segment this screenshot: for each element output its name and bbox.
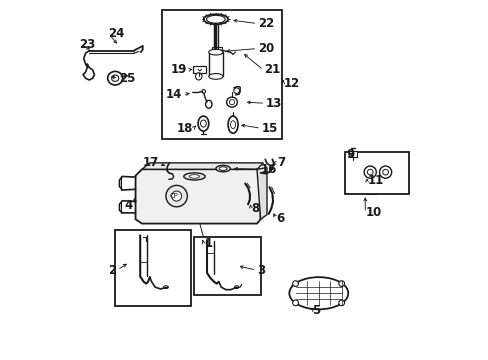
Text: 9: 9: [346, 148, 354, 162]
Ellipse shape: [189, 175, 199, 178]
Ellipse shape: [292, 281, 298, 287]
Text: 21: 21: [264, 63, 280, 76]
Text: 5: 5: [312, 304, 320, 317]
Text: 19: 19: [171, 63, 187, 76]
Ellipse shape: [203, 14, 227, 24]
Ellipse shape: [227, 116, 238, 133]
Text: 24: 24: [108, 27, 124, 40]
Ellipse shape: [208, 73, 223, 79]
Ellipse shape: [338, 300, 344, 306]
Polygon shape: [142, 163, 263, 169]
Ellipse shape: [382, 169, 387, 175]
Ellipse shape: [366, 169, 372, 175]
Bar: [193, 237, 260, 295]
Ellipse shape: [234, 286, 238, 289]
Ellipse shape: [338, 281, 344, 287]
Text: 22: 22: [258, 17, 274, 30]
Text: 18: 18: [176, 122, 192, 135]
Ellipse shape: [195, 73, 202, 80]
Ellipse shape: [230, 121, 235, 129]
Bar: [348, 152, 356, 157]
Ellipse shape: [216, 165, 230, 172]
Text: 7: 7: [277, 156, 285, 169]
Bar: [192, 66, 205, 73]
Text: 11: 11: [367, 174, 383, 187]
Text: 2: 2: [108, 264, 116, 276]
Ellipse shape: [202, 90, 205, 93]
Ellipse shape: [205, 100, 212, 108]
Text: 14: 14: [165, 89, 182, 102]
Ellipse shape: [183, 173, 205, 180]
Ellipse shape: [229, 100, 234, 105]
Ellipse shape: [171, 191, 181, 201]
Ellipse shape: [200, 120, 206, 127]
Ellipse shape: [107, 71, 122, 85]
Text: 23: 23: [80, 38, 96, 51]
Ellipse shape: [219, 167, 226, 170]
Bar: [162, 10, 282, 139]
Text: 3: 3: [257, 264, 264, 276]
Text: 4: 4: [124, 198, 133, 212]
Text: CP: CP: [169, 193, 178, 199]
Bar: [344, 152, 408, 194]
Ellipse shape: [206, 15, 225, 23]
Bar: [208, 52, 223, 76]
Ellipse shape: [198, 116, 208, 131]
Bar: [115, 230, 190, 306]
Ellipse shape: [165, 185, 187, 207]
Text: 15: 15: [261, 122, 278, 135]
Bar: [211, 47, 221, 52]
Ellipse shape: [208, 49, 223, 55]
Text: 16: 16: [260, 163, 276, 176]
Text: 10: 10: [365, 206, 382, 219]
Text: 13: 13: [265, 97, 282, 110]
Ellipse shape: [111, 75, 119, 81]
Text: 20: 20: [258, 42, 274, 55]
Text: 12: 12: [283, 77, 300, 90]
Polygon shape: [257, 167, 266, 219]
Ellipse shape: [233, 88, 239, 94]
Ellipse shape: [163, 286, 168, 289]
Ellipse shape: [379, 166, 391, 178]
Text: 25: 25: [119, 72, 135, 85]
Ellipse shape: [364, 166, 376, 178]
Polygon shape: [135, 169, 260, 224]
Ellipse shape: [226, 97, 237, 107]
Ellipse shape: [292, 300, 298, 306]
Text: 6: 6: [276, 212, 285, 225]
Text: 1: 1: [204, 237, 212, 250]
Text: 8: 8: [251, 202, 259, 215]
Text: 17: 17: [142, 156, 159, 169]
